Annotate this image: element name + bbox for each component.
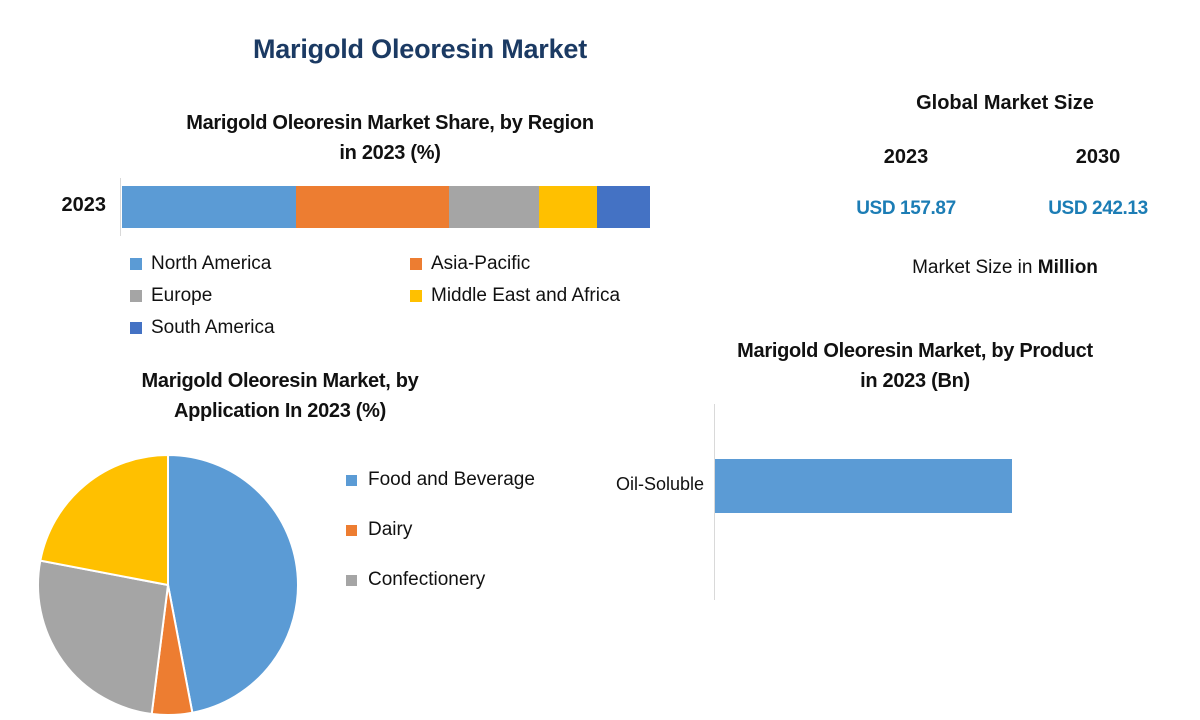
product-bar: [715, 459, 1012, 513]
legend-swatch-icon: [130, 290, 142, 302]
application-legend-label: Confectionery: [368, 569, 486, 590]
region-legend-label: Asia-Pacific: [431, 253, 531, 274]
application-chart-legend: Food and Beverage Dairy Confectionery: [346, 455, 606, 605]
application-legend-label: Dairy: [368, 519, 413, 540]
global-market-size-unit-note: Market Size in Million: [830, 257, 1180, 279]
region-legend-item: Asia-Pacific: [410, 248, 690, 280]
pie-slice-2: [37, 559, 170, 716]
global-market-size-year-2030: 2030: [1075, 146, 1121, 168]
product-chart-title: Marigold Oleoresin Market, by Product in…: [630, 336, 1200, 396]
region-stacked-bar: [122, 186, 650, 228]
application-legend-label: Food and Beverage: [368, 469, 535, 490]
legend-swatch-icon: [346, 524, 357, 536]
application-chart-title-line2: Application In 2023 (%): [173, 400, 387, 422]
page-title: Marigold Oleoresin Market: [252, 34, 588, 64]
region-legend-item: North America: [130, 248, 410, 280]
application-pie-chart: [37, 453, 299, 716]
region-legend-item: Middle East and Africa: [410, 280, 690, 312]
legend-swatch-icon: [410, 290, 422, 302]
product-chart-category-label: Oil-Soluble: [615, 474, 704, 494]
application-legend-item: Confectionery: [346, 555, 606, 605]
region-legend-label: Middle East and Africa: [431, 285, 621, 306]
region-chart-category-label: 2023: [61, 194, 107, 216]
pie-slice-0: [167, 453, 299, 714]
region-legend-label: South America: [151, 317, 275, 338]
region-bar-segment-2: [449, 186, 540, 228]
global-market-size-year-2023: 2023: [883, 146, 929, 168]
region-chart-title: Marigold Oleoresin Market Share, by Regi…: [70, 108, 710, 168]
global-market-size-value-2023: USD 157.87: [856, 198, 956, 219]
application-legend-item: Food and Beverage: [346, 455, 606, 505]
product-chart-title-line1: Marigold Oleoresin Market, by Product: [737, 340, 1093, 362]
application-legend-item: Dairy: [346, 505, 606, 555]
region-legend-label: North America: [151, 253, 272, 274]
region-bar-segment-4: [597, 186, 650, 228]
product-chart-title-line2: in 2023 (Bn): [860, 370, 970, 392]
global-market-size-value-2030: USD 242.13: [1048, 198, 1148, 219]
application-chart-title-line1: Marigold Oleoresin Market, by: [141, 370, 419, 392]
region-bar-segment-1: [296, 186, 450, 228]
legend-swatch-icon: [130, 258, 142, 270]
infographic-canvas: Marigold Oleoresin Market Marigold Oleor…: [30, 34, 1200, 716]
region-chart-title-line1: Marigold Oleoresin Market Share, by Regi…: [186, 112, 594, 134]
region-bar-segment-0: [122, 186, 297, 228]
pie-slice-3: [39, 453, 169, 587]
unit-note-emphasis: Million: [1037, 257, 1098, 278]
region-chart-title-line2: in 2023 (%): [339, 142, 441, 164]
region-legend-label: Europe: [151, 285, 213, 306]
legend-swatch-icon: [346, 574, 357, 586]
legend-swatch-icon: [130, 322, 142, 334]
region-bar-segment-3: [539, 186, 598, 228]
region-legend-item: Europe: [130, 280, 410, 312]
global-market-size-title: Global Market Size: [916, 92, 1094, 114]
region-chart-legend: North America Asia-Pacific Europe Middle Ea…: [130, 248, 690, 344]
unit-note-prefix: Market Size in: [912, 257, 1038, 278]
product-chart-axis-line: [714, 404, 715, 600]
region-legend-item: South America: [130, 312, 410, 344]
region-chart-axis-line: [120, 178, 121, 236]
legend-swatch-icon: [410, 258, 422, 270]
legend-swatch-icon: [346, 474, 357, 486]
pie-svg: [37, 453, 299, 716]
application-chart-title: Marigold Oleoresin Market, by Applicatio…: [30, 366, 530, 426]
